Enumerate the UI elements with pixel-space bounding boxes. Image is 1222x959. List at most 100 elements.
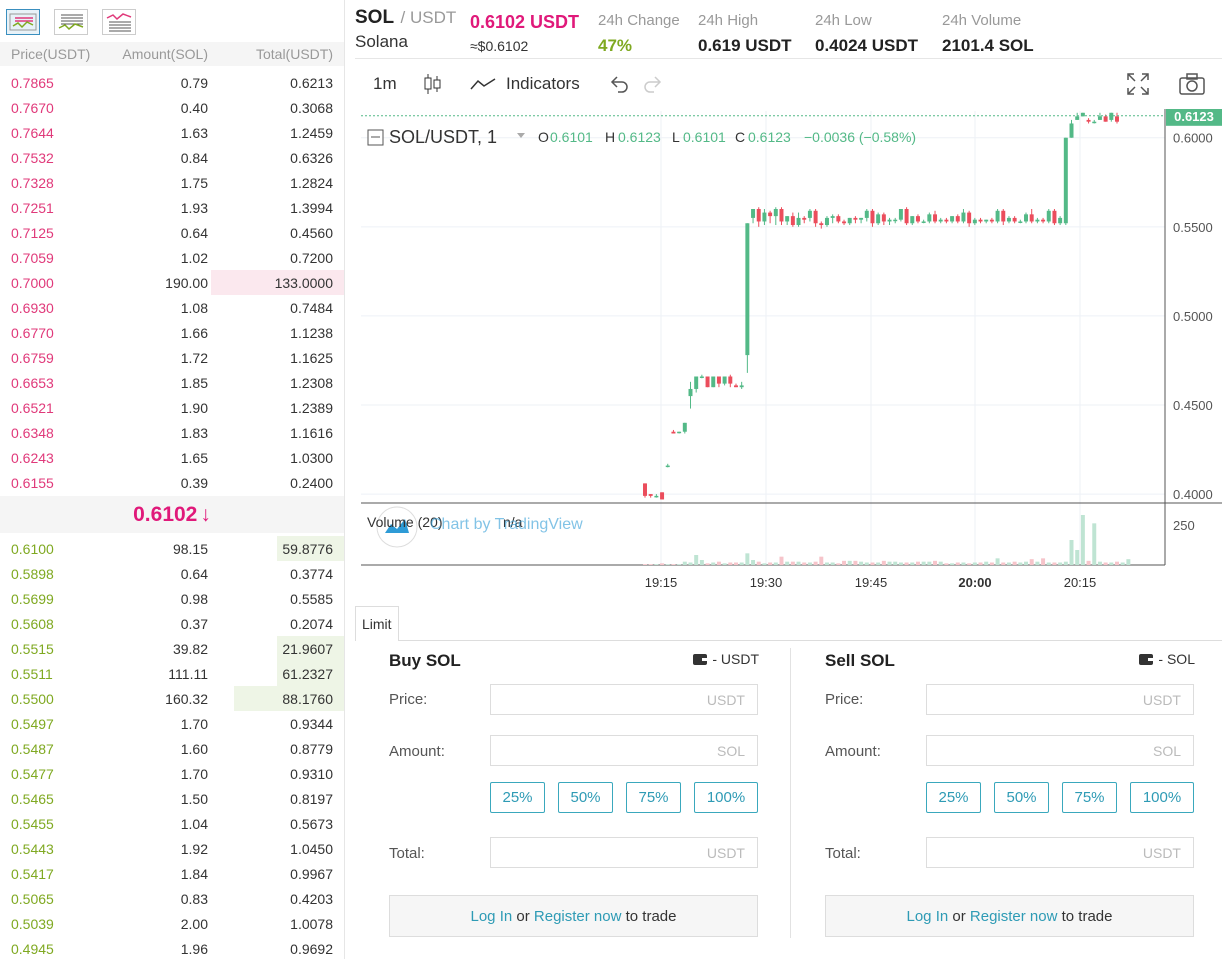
ask-row[interactable]: 0.6348 1.83 1.1616 <box>0 420 344 445</box>
bid-row[interactable]: 0.5477 1.70 0.9310 <box>0 761 344 786</box>
ask-row[interactable]: 0.6770 1.66 1.1238 <box>0 320 344 345</box>
candle-body <box>1041 219 1046 222</box>
ohlc-legend-item: H <box>605 129 615 145</box>
camera-icon[interactable] <box>1178 59 1206 109</box>
register-link[interactable]: Register now <box>533 908 622 925</box>
ask-amount: 1.72 <box>180 349 208 366</box>
bid-row[interactable]: 0.5065 0.83 0.4203 <box>0 886 344 911</box>
buy-pct-button[interactable]: 75% <box>626 782 681 813</box>
ask-row[interactable]: 0.7251 1.93 1.3994 <box>0 195 344 220</box>
sell-price-input[interactable]: USDT <box>926 684 1194 715</box>
ask-row[interactable]: 0.7865 0.79 0.6213 <box>0 70 344 95</box>
register-link[interactable]: Register now <box>969 908 1058 925</box>
undo-icon[interactable] <box>609 59 629 109</box>
x-tick-label: 20:00 <box>958 575 991 590</box>
ohlc-legend-item: C <box>735 129 745 145</box>
volume-legend: Volume (20) <box>367 514 442 530</box>
ask-price: 0.7532 <box>11 149 54 166</box>
volume-bar <box>1001 562 1006 565</box>
ask-row[interactable]: 0.6930 1.08 0.7484 <box>0 295 344 320</box>
candle-body <box>870 210 875 224</box>
candle-body <box>1080 112 1085 117</box>
sell-pct-button[interactable]: 50% <box>994 782 1049 813</box>
candle-body <box>842 221 847 224</box>
sell-total-input[interactable]: USDT <box>926 837 1194 868</box>
buy-amount-input[interactable]: SOL <box>490 735 758 766</box>
buy-pct-button[interactable]: 25% <box>490 782 545 813</box>
login-link[interactable]: Log In <box>906 908 949 925</box>
ask-amount: 1.02 <box>180 249 208 266</box>
ask-row[interactable]: 0.7532 0.84 0.6326 <box>0 145 344 170</box>
ask-row[interactable]: 0.7644 1.63 1.2459 <box>0 120 344 145</box>
candle-body <box>967 212 972 224</box>
bid-row[interactable]: 0.5497 1.70 0.9344 <box>0 711 344 736</box>
buy-price-label: Price: <box>389 691 428 708</box>
sell-price-label: Price: <box>825 691 864 708</box>
ask-row[interactable]: 0.6155 0.39 0.2400 <box>0 470 344 495</box>
volume-bar <box>790 561 795 565</box>
indicators-button[interactable]: Indicators <box>470 59 580 109</box>
redo-icon[interactable] <box>643 59 663 109</box>
sell-pct-button[interactable]: 100% <box>1130 782 1194 813</box>
market-pair[interactable]: SOL / USDT Solana <box>355 7 456 52</box>
ask-row[interactable]: 0.6759 1.72 1.1625 <box>0 345 344 370</box>
interval-button[interactable]: 1m <box>373 59 397 109</box>
volume-bar <box>768 562 773 565</box>
bid-row[interactable]: 0.5455 1.04 0.5673 <box>0 811 344 836</box>
bid-total: 1.0450 <box>290 840 333 857</box>
buy-pct-button[interactable]: 50% <box>558 782 613 813</box>
candle-body <box>756 209 761 222</box>
bid-row[interactable]: 0.5898 0.64 0.3774 <box>0 561 344 586</box>
bid-row[interactable]: 0.5511 111.11 61.2327 <box>0 661 344 686</box>
login-link[interactable]: Log In <box>470 908 513 925</box>
sell-amount-input[interactable]: SOL <box>926 735 1194 766</box>
ask-row[interactable]: 0.6521 1.90 1.2389 <box>0 395 344 420</box>
sell-pct-button[interactable]: 25% <box>926 782 981 813</box>
bid-row[interactable]: 0.5487 1.60 0.8779 <box>0 736 344 761</box>
fullscreen-icon[interactable] <box>1126 59 1150 109</box>
tab-limit[interactable]: Limit <box>355 606 399 641</box>
buy-price-input[interactable]: USDT <box>490 684 758 715</box>
bid-row[interactable]: 0.5465 1.50 0.8197 <box>0 786 344 811</box>
symbol-dropdown-icon <box>517 133 525 138</box>
bid-row[interactable]: 0.5039 2.00 1.0078 <box>0 911 344 936</box>
sell-title: Sell SOL <box>825 651 895 670</box>
bid-row[interactable]: 0.5443 1.92 1.0450 <box>0 836 344 861</box>
volume-bar <box>671 564 676 565</box>
ask-row[interactable]: 0.7000 190.00 133.0000 <box>0 270 344 295</box>
buy-pct-button[interactable]: 100% <box>694 782 758 813</box>
candle-body <box>762 212 767 222</box>
last-price: 0.6102 USDT <box>470 12 580 32</box>
bid-row[interactable]: 0.4945 1.96 0.9692 <box>0 936 344 959</box>
ask-row[interactable]: 0.6243 1.65 1.0300 <box>0 445 344 470</box>
volume-bar <box>739 562 744 565</box>
orderbook-bids-icon[interactable] <box>54 9 88 35</box>
bid-amount: 1.04 <box>180 815 208 832</box>
candle-body <box>938 219 943 222</box>
candle-body <box>921 221 926 223</box>
chart-canvas[interactable]: 0.6000 0.5500 0.5000 0.4500 0.4000 19:15 19:30… <box>355 109 1222 604</box>
ask-row[interactable]: 0.7125 0.64 0.4560 <box>0 220 344 245</box>
orderbook-both-icon[interactable] <box>6 9 40 35</box>
ask-amount: 1.85 <box>180 374 208 391</box>
volume-label: 24h Volume <box>942 12 1022 29</box>
bid-amount: 1.70 <box>180 765 208 782</box>
ask-row[interactable]: 0.6653 1.85 1.2308 <box>0 370 344 395</box>
bid-row[interactable]: 0.5699 0.98 0.5585 <box>0 586 344 611</box>
bid-row[interactable]: 0.5608 0.37 0.2074 <box>0 611 344 636</box>
volume-bar <box>915 561 920 565</box>
volume-bar <box>972 562 977 565</box>
bid-row[interactable]: 0.6100 98.15 59.8776 <box>0 536 344 561</box>
bid-row[interactable]: 0.5515 39.82 21.9607 <box>0 636 344 661</box>
ask-row[interactable]: 0.7670 0.40 0.3068 <box>0 95 344 120</box>
sell-pct-button[interactable]: 75% <box>1062 782 1117 813</box>
bid-amount: 98.15 <box>172 540 208 557</box>
bid-row[interactable]: 0.5417 1.84 0.9967 <box>0 861 344 886</box>
ask-row[interactable]: 0.7328 1.75 1.2824 <box>0 170 344 195</box>
orderbook-asks-icon[interactable] <box>102 9 136 35</box>
ask-amount: 1.65 <box>180 449 208 466</box>
bid-row[interactable]: 0.5500 160.32 88.1760 <box>0 686 344 711</box>
ask-row[interactable]: 0.7059 1.02 0.7200 <box>0 245 344 270</box>
buy-total-input[interactable]: USDT <box>490 837 758 868</box>
candles-icon[interactable] <box>423 59 443 109</box>
